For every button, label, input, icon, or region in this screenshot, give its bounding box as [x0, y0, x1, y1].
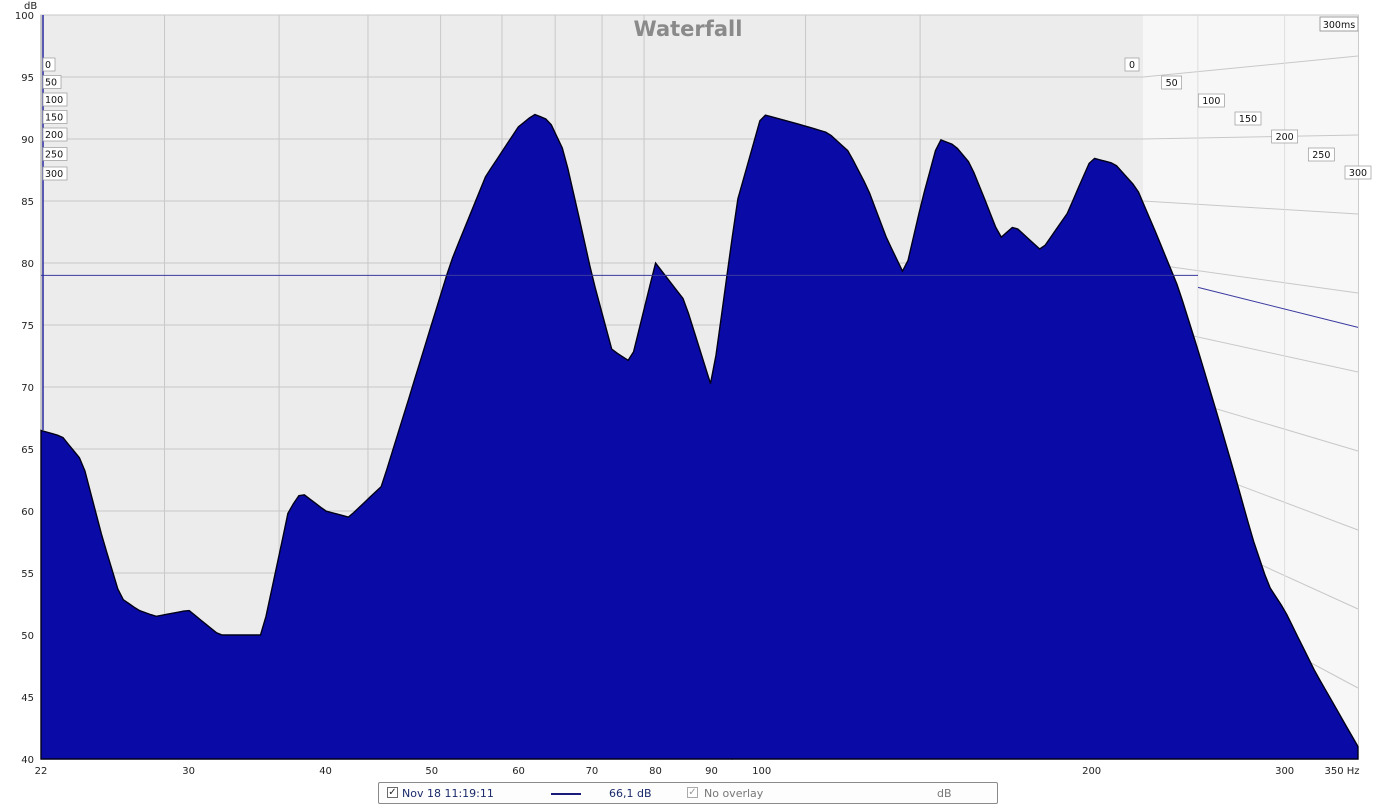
time-label: 250 — [45, 150, 63, 161]
time-label: 0 — [45, 60, 51, 71]
x-tick-label: 40 — [319, 766, 332, 777]
x-tick-label: 50 — [425, 766, 438, 777]
time-label-box — [1197, 93, 1225, 108]
time-label: 300 — [1349, 168, 1367, 179]
time-label: 100 — [45, 95, 63, 106]
x-tick-label: 80 — [649, 766, 662, 777]
time-label-box — [42, 147, 68, 161]
y-tick-label: 100 — [15, 11, 34, 22]
time-label-box — [1161, 75, 1183, 90]
y-tick-label: 80 — [21, 259, 34, 270]
series-label: Nov 18 11:19:11 — [402, 787, 494, 800]
y-tick-label: 55 — [21, 569, 34, 580]
x-tick-label: 90 — [705, 766, 718, 777]
unit-label: dB — [937, 787, 952, 800]
x-tick-label: 100 — [752, 766, 771, 777]
time-label: 250 — [1312, 150, 1330, 161]
y-tick-label: 65 — [21, 445, 34, 456]
x-tick-label: 30 — [182, 766, 195, 777]
y-axis-unit: dB — [24, 1, 37, 12]
time-label-box — [42, 127, 68, 142]
overlay-label: No overlay — [704, 787, 764, 800]
time-label-box — [1124, 57, 1140, 72]
time-label: 200 — [1276, 132, 1294, 143]
x-tick-label: 200 — [1082, 766, 1101, 777]
cursor-value-label: 66,1 dB — [609, 787, 652, 800]
y-tick-label: 45 — [21, 693, 34, 704]
y-axis-ticks: 40 45 50 55 60 65 70 75 80 85 90 95 100 — [15, 11, 34, 766]
x-tick-label: 350 Hz — [1324, 766, 1359, 777]
x-tick-label: 60 — [512, 766, 525, 777]
series-line-swatch — [551, 793, 581, 795]
y-tick-label: 40 — [21, 755, 34, 766]
x-tick-label: 22 — [35, 766, 48, 777]
grid-line-persp — [1142, 55, 1359, 78]
time-label: 100 — [1202, 96, 1220, 107]
time-label: 200 — [45, 130, 63, 141]
time-label-box — [42, 110, 68, 124]
time-label-box — [42, 166, 68, 181]
overlay-checkbox[interactable]: ✓ — [687, 787, 698, 798]
y-tick-label: 75 — [21, 321, 34, 332]
series-checkbox[interactable]: ✓ — [387, 787, 398, 798]
time-axis-right-labels: 0 50 100 150 200 250 300 — [1124, 57, 1372, 180]
chart-title: Waterfall — [634, 17, 743, 41]
time-label-box — [1344, 165, 1372, 180]
y-tick-label: 90 — [21, 135, 34, 146]
y-tick-label: 70 — [21, 383, 34, 394]
x-tick-label: 300 — [1275, 766, 1294, 777]
time-axis-left-labels: 0 50 100 150 200 250 300 — [42, 57, 68, 181]
legend-bar: ✓ Nov 18 11:19:11 66,1 dB ✓ No overlay d… — [378, 782, 998, 804]
grid-line-persp — [1142, 262, 1359, 294]
time-label-box — [42, 92, 68, 107]
time-label: 50 — [45, 78, 57, 89]
time-label: 300 — [45, 169, 63, 180]
time-label-box — [42, 75, 62, 89]
time-axis-end-label: 300ms — [1319, 16, 1359, 32]
time-label-box — [1307, 147, 1335, 162]
svg-text:300ms: 300ms — [1323, 20, 1355, 31]
time-label: 150 — [1239, 114, 1257, 125]
time-label-box — [42, 57, 56, 72]
time-label-box — [1271, 129, 1299, 144]
y-tick-label: 85 — [21, 197, 34, 208]
waterfall-slices — [40, 113, 1359, 761]
time-label: 0 — [1129, 60, 1135, 71]
time-label: 150 — [45, 113, 63, 124]
reference-level-perspective-line — [1197, 286, 1359, 328]
y-tick-label: 60 — [21, 507, 34, 518]
y-tick-label: 95 — [21, 73, 34, 84]
time-label-box — [1234, 111, 1262, 126]
x-tick-label: 70 — [586, 766, 599, 777]
grid-line-persp — [1142, 200, 1359, 215]
grid-line-persp — [1142, 134, 1359, 140]
x-axis-ticks: 22 30 40 50 60 70 80 90 100 200 300 350 Hz — [35, 766, 1360, 777]
time-label: 50 — [1166, 78, 1178, 89]
y-tick-label: 50 — [21, 631, 34, 642]
